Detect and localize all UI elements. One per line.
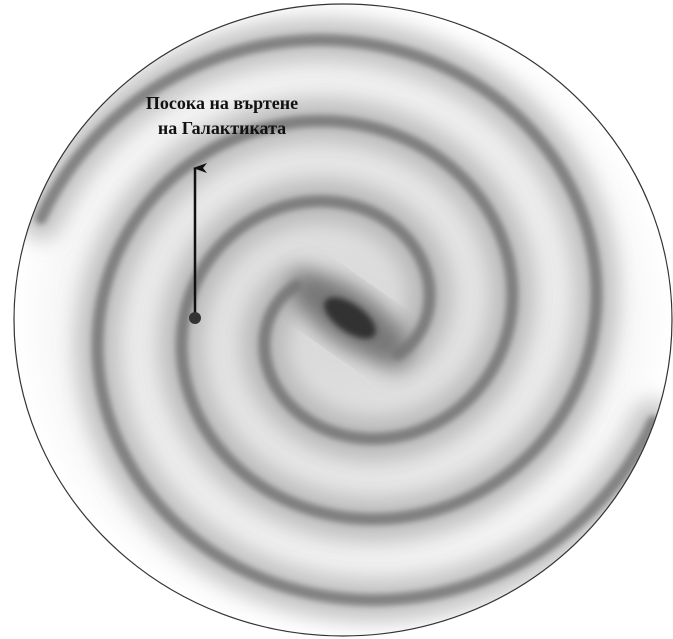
disk-outline bbox=[13, 3, 673, 637]
spiral-arm bbox=[34, 33, 603, 526]
spiral-arms bbox=[18, 17, 672, 623]
galaxy bbox=[14, 4, 672, 636]
sun-position bbox=[189, 312, 201, 324]
annotation-line: Посока на въртене bbox=[146, 93, 298, 113]
galactic-core bbox=[324, 297, 376, 339]
annotation-line: на Галактиката bbox=[158, 118, 286, 138]
spiral-arm bbox=[91, 114, 660, 607]
